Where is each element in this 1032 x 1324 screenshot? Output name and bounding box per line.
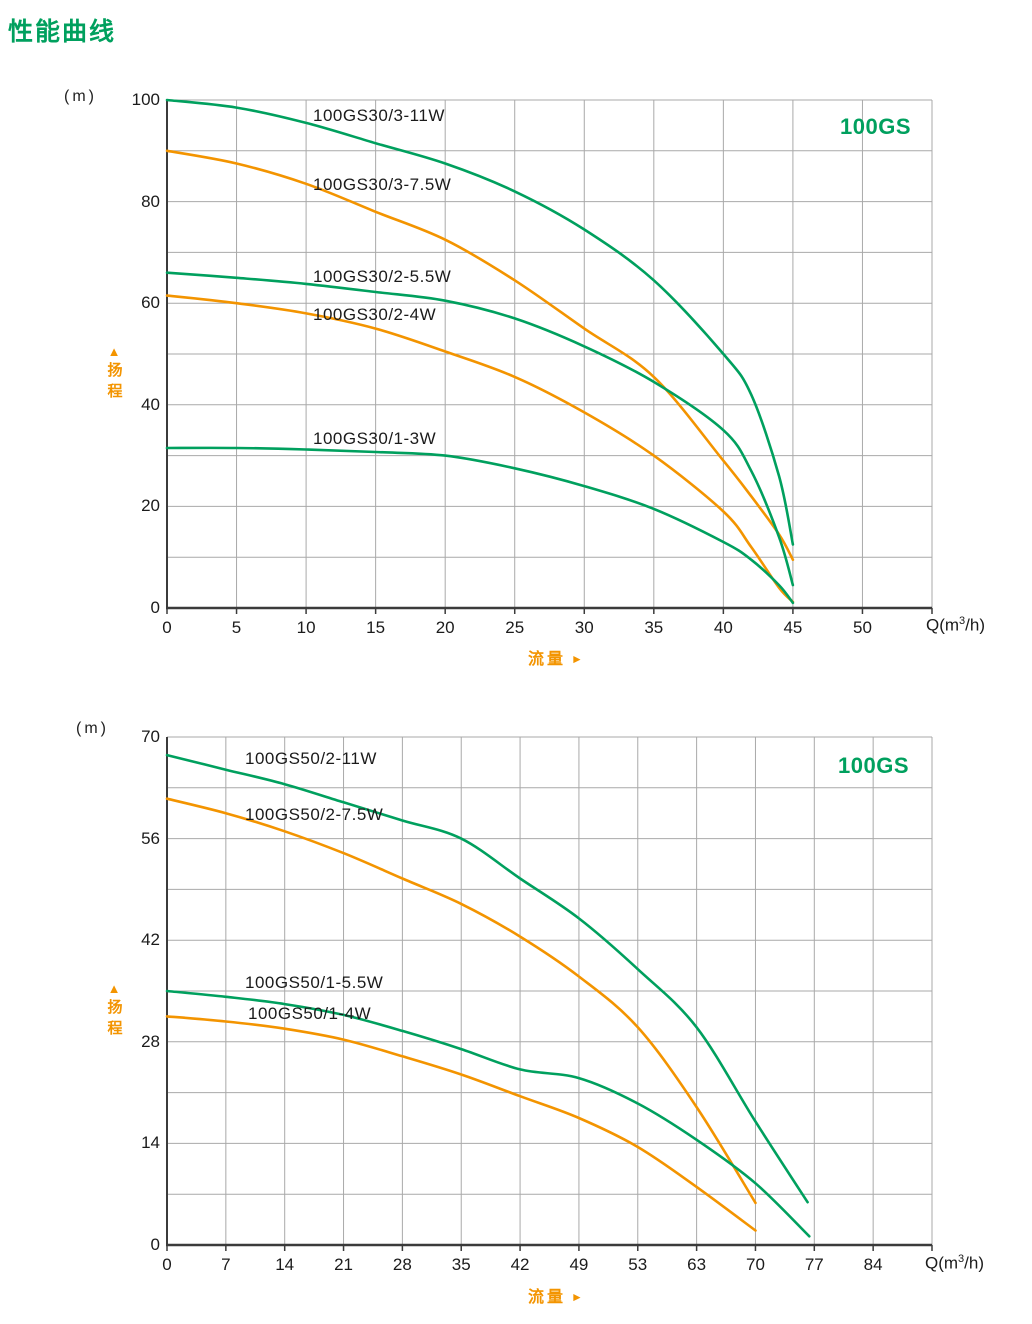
head-axis-label: ▲ 扬程 [92, 344, 136, 409]
y-tick-label: 40 [141, 394, 160, 414]
x-tick-label: 53 [628, 1255, 648, 1274]
curve-100GS30/3-11W [165, 98, 795, 546]
curve-100GS50/2-7.5W [165, 797, 757, 1205]
x-tick-label: 7 [221, 1255, 231, 1274]
curve-label-100GS50/1-5.5W: 100GS50/1-5.5W [245, 973, 384, 992]
chart-0-plot [165, 98, 933, 614]
y-tick-label: 14 [141, 1133, 160, 1153]
y-tick-label: 42 [141, 930, 160, 950]
x-tick-label: 28 [392, 1255, 412, 1274]
y-tick-label: 28 [141, 1031, 160, 1051]
y-tick-label: 0 [150, 1235, 160, 1254]
y-tick-label: 0 [150, 598, 160, 617]
x-tick-label: 0 [162, 618, 172, 637]
curve-label-100GS30/1-3W: 100GS30/1-3W [313, 429, 437, 448]
x-tick-label: 20 [435, 618, 455, 637]
arrow-up-icon: ▲ [107, 344, 121, 359]
curve-100GS30/3-7.5W [165, 149, 795, 561]
arrow-up-icon: ▲ [107, 981, 121, 996]
x-tick-label: 49 [569, 1255, 589, 1274]
series-family-badge: 100GS [838, 753, 909, 778]
x-tick-label: 15 [366, 618, 386, 637]
arrow-right-icon: ► [571, 1290, 583, 1304]
y-tick-label: 20 [141, 496, 160, 516]
curve-label-100GS30/3-11W: 100GS30/3-11W [313, 106, 445, 125]
x-tick-label: 5 [231, 618, 242, 637]
x-unit-label: Q(m3/h) [925, 1253, 985, 1273]
curve-label-100GS50/1-4W: 100GS50/1-4W [248, 1004, 372, 1023]
x-unit-label: Q(m3/h) [926, 615, 986, 635]
curve-100GS50/2-11W [165, 753, 809, 1204]
series-family-badge: 100GS [840, 114, 911, 139]
x-tick-label: 42 [510, 1255, 530, 1274]
flow-axis-label: 流量 ► [528, 651, 583, 668]
x-tick-label: 45 [783, 618, 803, 637]
x-tick-label: 10 [296, 618, 316, 637]
x-tick-label: 14 [275, 1255, 295, 1274]
curve-100GS50/1-4W [165, 1015, 757, 1232]
curve-label-100GS30/2-5.5W: 100GS30/2-5.5W [313, 267, 452, 286]
y-tick-label: 80 [141, 191, 160, 211]
curve-100GS30/2-5.5W [165, 271, 795, 587]
x-tick-label: 70 [745, 1255, 765, 1274]
y-unit-label: (m) [76, 720, 109, 737]
x-tick-label: 0 [162, 1255, 172, 1274]
x-tick-label: 35 [644, 618, 664, 637]
x-tick-label: 21 [334, 1255, 353, 1274]
page-title: 性能曲线 [8, 18, 117, 46]
curve-label-100GS50/2-7.5W: 100GS50/2-7.5W [245, 805, 384, 824]
curve-label-100GS50/2-11W: 100GS50/2-11W [245, 749, 377, 768]
curve-label-100GS30/3-7.5W: 100GS30/3-7.5W [313, 175, 452, 194]
y-tick-label: 56 [141, 828, 160, 848]
chart-1-plot [165, 736, 933, 1251]
x-tick-label: 84 [863, 1255, 883, 1274]
x-tick-label: 25 [505, 618, 525, 637]
y-tick-label: 60 [141, 293, 160, 313]
x-tick-label: 35 [451, 1255, 471, 1274]
x-tick-label: 30 [574, 618, 594, 637]
head-axis-label: ▲ 扬程 [92, 981, 136, 1046]
x-tick-label: 40 [713, 618, 733, 637]
x-tick-label: 63 [687, 1255, 707, 1274]
x-tick-label: 50 [852, 618, 872, 637]
y-tick-label: 70 [141, 727, 160, 746]
arrow-right-icon: ► [571, 652, 583, 666]
curve-100GS50/1-5.5W [165, 989, 811, 1238]
x-tick-label: 77 [804, 1255, 824, 1274]
y-unit-label: (m) [64, 88, 97, 105]
flow-axis-label: 流量 ► [528, 1289, 583, 1306]
curve-100GS30/2-4W [165, 294, 795, 604]
y-tick-label: 100 [131, 90, 160, 109]
curve-label-100GS30/2-4W: 100GS30/2-4W [313, 305, 437, 324]
curve-100GS30/1-3W [165, 446, 795, 605]
